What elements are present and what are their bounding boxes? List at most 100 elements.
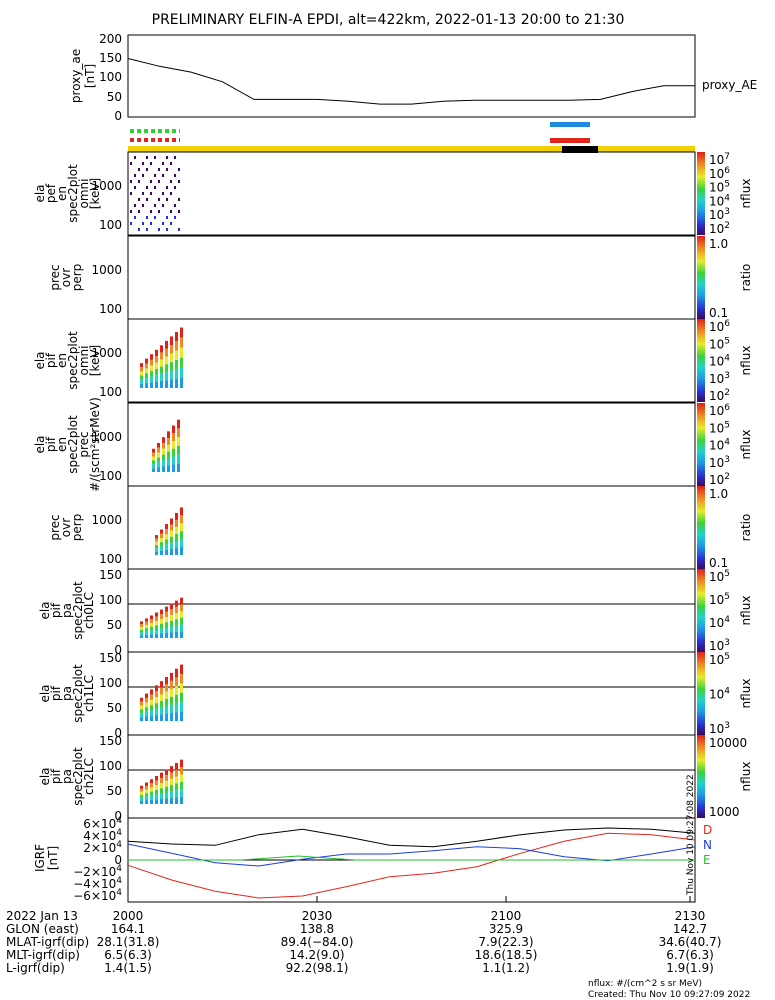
pixel bbox=[146, 216, 148, 219]
pixel bbox=[138, 228, 140, 231]
pixel bbox=[165, 372, 168, 381]
colorbar-tick-prec2-0: 1.0 bbox=[709, 487, 728, 501]
pixel bbox=[140, 705, 143, 710]
y-tick-ch1-0: 150 bbox=[99, 651, 122, 665]
igrf-tick-exp-1: 4 bbox=[116, 828, 122, 838]
pixel bbox=[162, 222, 164, 225]
colorbar-tick-prec1-1: 0.1 bbox=[709, 306, 728, 320]
pixel bbox=[130, 222, 132, 225]
pixel bbox=[155, 633, 158, 638]
pixel bbox=[175, 613, 178, 620]
panel-pifprec: 1000 100 elapifenspec2plotprec#/(scm²strMe… bbox=[33, 397, 696, 492]
colorbar-tick-pif-4: 102 bbox=[709, 388, 730, 403]
colorbar-exp-ch0-3: 3 bbox=[724, 638, 730, 648]
pixel bbox=[166, 198, 168, 201]
pixel bbox=[146, 186, 148, 189]
pixel bbox=[155, 785, 158, 790]
pixel bbox=[142, 162, 144, 165]
pixel bbox=[160, 366, 163, 374]
colorbar-ch2: 10000 1000 nflux bbox=[697, 735, 753, 819]
pixel bbox=[145, 711, 148, 717]
y-tick-ch2-3: 0 bbox=[114, 809, 122, 823]
colorbar-tick-ch2-0: 10000 bbox=[709, 736, 747, 750]
pixel bbox=[180, 611, 183, 618]
y-tick-ch1-2: 50 bbox=[107, 701, 122, 715]
pixel bbox=[180, 774, 183, 782]
pixel bbox=[170, 672, 173, 681]
pixel bbox=[145, 358, 148, 364]
pixel bbox=[145, 631, 148, 635]
igrf-tick-exp-2: 4 bbox=[116, 840, 122, 850]
pixel bbox=[175, 547, 178, 555]
y-label-ch0-2: pa bbox=[60, 603, 74, 618]
pixel bbox=[172, 448, 175, 457]
pixel bbox=[160, 380, 163, 388]
pixel bbox=[178, 228, 180, 231]
pixel bbox=[165, 786, 168, 793]
igrf-e-line bbox=[127, 827, 696, 848]
pixel bbox=[170, 626, 173, 633]
pixel bbox=[145, 786, 148, 790]
pixel bbox=[150, 799, 153, 804]
pixel bbox=[170, 791, 173, 798]
pixel bbox=[170, 615, 173, 621]
x-col-3-row-0: 2130 bbox=[675, 909, 706, 923]
pixel bbox=[145, 698, 148, 703]
pixel bbox=[155, 625, 158, 630]
pixel bbox=[178, 180, 180, 183]
pixel bbox=[145, 800, 148, 804]
pixel bbox=[145, 628, 148, 632]
pixel bbox=[165, 792, 168, 799]
pixel bbox=[140, 632, 143, 636]
y-label-ch0-4: ch0LC bbox=[82, 592, 96, 629]
pixel bbox=[180, 789, 183, 797]
panel-frame-ch1 bbox=[127, 651, 696, 736]
pixel bbox=[140, 379, 143, 384]
pixel bbox=[158, 228, 160, 231]
colorbar-label-prec1: ratio bbox=[739, 264, 753, 292]
x-col-2-row-2: 7.9(22.3) bbox=[478, 935, 533, 949]
pixel bbox=[140, 363, 143, 368]
y-label-ch0-1: pif bbox=[49, 602, 63, 618]
pixel bbox=[160, 694, 163, 702]
pixel bbox=[170, 548, 173, 555]
pixel bbox=[150, 365, 153, 372]
x-col-1-row-2: 89.4(−84.0) bbox=[281, 935, 354, 949]
colorbar-tick-pef-2: 105 bbox=[709, 180, 730, 195]
igrf-green-line bbox=[128, 855, 695, 861]
y-tick-ch0-1: 100 bbox=[99, 593, 122, 607]
ae-tick-50: 50 bbox=[107, 90, 122, 104]
pixel bbox=[166, 216, 168, 219]
colorbar-tick-pif-2: 104 bbox=[709, 354, 730, 369]
science-zone-bars bbox=[128, 122, 695, 153]
pixel bbox=[170, 680, 173, 689]
pixel bbox=[180, 796, 183, 804]
igrf-tick-5: −4×104 bbox=[73, 876, 122, 891]
pixel bbox=[180, 515, 183, 524]
pixel bbox=[160, 633, 163, 638]
pixel bbox=[167, 444, 170, 452]
y-label-ch1-4: ch1LC bbox=[82, 675, 96, 712]
pixel bbox=[170, 530, 173, 537]
pixel bbox=[140, 800, 143, 804]
pixel bbox=[162, 466, 165, 472]
colorbar-gradient-pifprec bbox=[697, 403, 705, 486]
colorbar-gradient-pef bbox=[697, 152, 705, 235]
panel-frame-prec1 bbox=[127, 235, 696, 320]
timestamp-vertical: Thu Nov 10 09:27:08 2022 bbox=[686, 774, 696, 896]
pixel bbox=[165, 627, 168, 633]
pixel bbox=[155, 375, 158, 382]
pixel bbox=[150, 382, 153, 388]
pixel bbox=[140, 701, 143, 706]
y-label-prec2-2: perp bbox=[70, 514, 84, 542]
pixel bbox=[180, 507, 183, 516]
pixel bbox=[155, 541, 158, 546]
pixel bbox=[150, 376, 153, 383]
y-label-ch2-3: spec2plot bbox=[71, 747, 85, 806]
colorbar-exp-pif-1: 5 bbox=[724, 336, 730, 346]
y-tick-ch0-3: 0 bbox=[114, 643, 122, 657]
pixel bbox=[170, 632, 173, 638]
